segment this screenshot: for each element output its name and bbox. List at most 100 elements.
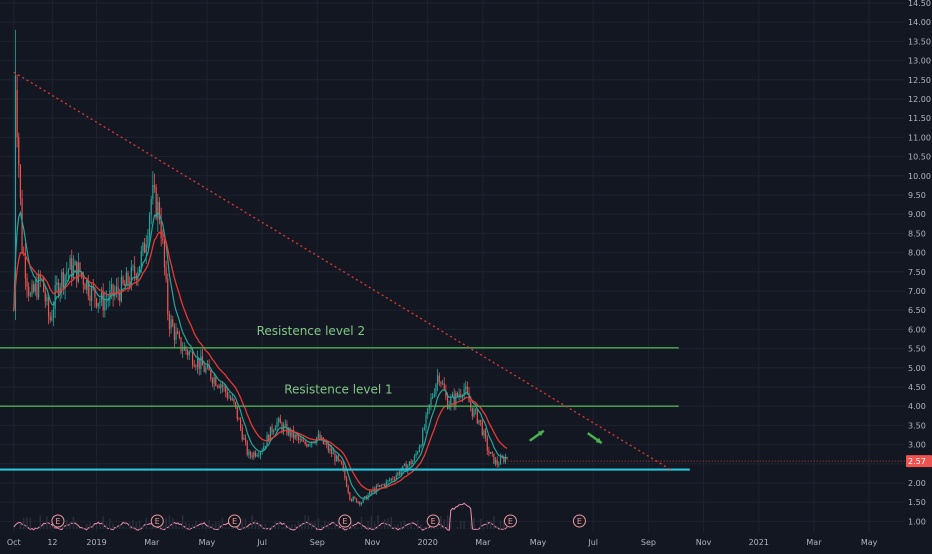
candle-body: [273, 430, 275, 433]
candle-body: [185, 346, 187, 351]
candle-body: [503, 457, 505, 463]
y-tick-label: 5.00: [908, 364, 926, 373]
candle-body: [158, 202, 161, 220]
candle-body: [473, 409, 475, 417]
arrow-head: [595, 437, 602, 444]
moving-averages: [13, 210, 508, 499]
candle-body: [331, 448, 333, 455]
candle-body: [233, 398, 235, 403]
earnings-circle: [338, 514, 352, 528]
candle-body: [254, 452, 257, 457]
candle-body: [336, 455, 338, 462]
candle-body: [304, 441, 306, 445]
candle-body: [463, 388, 465, 396]
candle-body: [223, 386, 225, 387]
candle-body: [26, 278, 28, 287]
candle-body: [253, 452, 255, 458]
up-arrow: [529, 429, 545, 442]
candle-body: [208, 364, 210, 371]
candle-body: [231, 398, 233, 400]
earnings-marker[interactable]: E: [150, 514, 164, 528]
earnings-marker[interactable]: E: [51, 514, 65, 528]
y-tick-label: 14.00: [908, 18, 931, 27]
ema-slow-line: [13, 231, 508, 491]
candle-body: [281, 423, 283, 432]
candle-body: [24, 254, 26, 279]
candle-body: [188, 351, 190, 356]
candle-body: [326, 444, 328, 445]
candle-body: [289, 428, 291, 437]
earnings-marker[interactable]: E: [228, 514, 242, 528]
candle-body: [33, 284, 35, 292]
candle-body: [14, 75, 17, 311]
candle-body: [455, 393, 457, 405]
candle-body: [456, 393, 459, 397]
candle-body: [493, 453, 495, 464]
earnings-label: E: [431, 517, 436, 526]
y-tick-label: 14.50: [908, 0, 931, 8]
x-tick-label: Mar: [475, 538, 491, 547]
candle-body: [506, 457, 508, 459]
x-axis[interactable]: Oct 12 2019 Mar May Jul Sep Nov 2020 Mar May Jul Sep…: [7, 538, 878, 547]
candle-body: [38, 274, 40, 298]
candle-body: [216, 385, 219, 387]
earnings-label: E: [55, 517, 60, 526]
y-tick-label: 11.00: [908, 133, 931, 142]
candle-body: [274, 427, 276, 431]
candle-body: [349, 492, 351, 500]
candle-body: [347, 486, 349, 493]
candle-body: [51, 317, 53, 321]
x-tick-label: May: [861, 538, 878, 547]
candle-body: [67, 269, 70, 273]
candle-body: [292, 429, 295, 439]
candle-body: [49, 316, 51, 321]
candle-body: [264, 445, 267, 447]
earnings-marker[interactable]: E: [572, 514, 586, 528]
earnings-marker[interactable]: E: [338, 514, 352, 528]
candle-body: [196, 358, 199, 367]
candle-body: [211, 379, 214, 384]
y-tick-label: 8.00: [908, 249, 926, 258]
candle-body: [494, 459, 497, 464]
candle-body: [195, 366, 197, 368]
candle-body: [238, 418, 240, 420]
y-tick-label: 4.00: [908, 402, 926, 411]
candle-body: [150, 199, 152, 216]
y-axis[interactable]: 1.001.502.002.503.003.504.004.505.005.50…: [905, 0, 932, 550]
candle-body: [76, 261, 78, 282]
x-tick-label: Jul: [587, 538, 598, 547]
candle-body: [413, 455, 416, 461]
earnings-marker[interactable]: E: [426, 514, 440, 528]
earnings-marker[interactable]: E: [503, 514, 517, 528]
earnings-circle: [228, 514, 242, 528]
candle-body: [105, 300, 108, 302]
candle-body: [94, 288, 96, 299]
candle-body: [152, 184, 154, 200]
candle-body: [375, 485, 377, 492]
candle-body: [52, 309, 55, 318]
candle-body: [370, 491, 372, 492]
earnings-label: E: [508, 517, 513, 526]
x-tick-label: Sep: [310, 538, 325, 547]
candle-body: [79, 262, 81, 272]
candle-body: [187, 350, 189, 356]
candle-body: [132, 266, 134, 268]
candle-body: [18, 137, 20, 166]
candle-body: [39, 274, 41, 279]
candle-body: [29, 294, 31, 296]
candle-body: [198, 358, 200, 369]
candle-body: [205, 368, 207, 372]
candle-body: [263, 446, 265, 452]
candle-body: [173, 326, 175, 340]
resistance-label: Resistence level 1: [284, 383, 393, 397]
candle-body: [180, 337, 182, 352]
y-tick-label: 12.50: [908, 76, 931, 85]
y-tick-label: 2.00: [908, 479, 926, 488]
candle-body: [481, 421, 483, 436]
candle-body: [140, 251, 142, 267]
candle-body: [64, 274, 66, 289]
y-tick-label: 13.00: [908, 57, 931, 66]
candle-body: [120, 277, 123, 302]
candle-body: [440, 381, 442, 384]
